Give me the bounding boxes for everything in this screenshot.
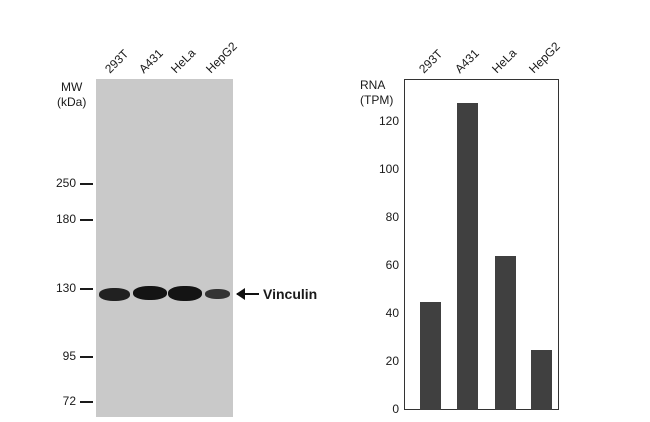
mw-marker-tick-250 [80,183,93,185]
lane-label-hela: HeLa [168,45,199,76]
mw-marker-label-72: 72 [62,394,76,408]
rna-category-label-a431: A431 [452,46,482,76]
mw-marker-label-95: 95 [62,349,76,363]
mw-marker-label-250: 250 [55,176,76,190]
mw-marker-tick-130 [80,288,93,290]
rna-y-tick-label: 60 [385,258,399,273]
rna-y-tick-label: 80 [385,210,399,225]
rna-axis-title: RNA (TPM) [360,78,393,108]
rna-y-tick-label: 0 [392,402,399,416]
target-protein-label: Vinculin [263,286,318,302]
rna-y-tick-label: 40 [385,306,399,321]
rna-bar-293t [419,302,441,410]
rna-y-tick-label: 120 [378,114,399,129]
lane-label-hepg2: HepG2 [203,39,240,76]
band-293t [99,288,130,301]
band-hepg2 [205,289,230,299]
rna-title-line-2: (TPM) [360,93,394,107]
rna-bar-hela [494,256,516,410]
lane-label-293t: 293T [102,46,132,76]
rna-bar-a431 [456,102,478,410]
rna-y-tick-label: 100 [378,162,399,177]
rna-bar-hepg2 [530,350,552,410]
lane-label-a431: A431 [136,46,166,76]
mw-title-line-1: MW [61,80,83,94]
rna-category-label-hela: HeLa [489,45,520,76]
rna-y-tick-label: 20 [385,354,399,369]
mw-marker-label-180: 180 [55,212,76,226]
mw-marker-tick-180 [80,219,93,221]
arrow-shaft [237,293,259,295]
band-hela [168,286,202,301]
rna-title-line-1: RNA [360,78,386,92]
rna-category-label-hepg2: HepG2 [526,39,563,76]
mw-title-line-2: (kDa) [57,95,87,109]
western-blot-membrane [96,79,233,417]
mw-marker-tick-95 [80,356,93,358]
mw-axis-title: MW (kDa) [57,80,86,110]
mw-marker-tick-72 [80,401,93,403]
rna-plot-frame [404,79,559,410]
rna-category-label-293t: 293T [416,46,446,76]
band-a431 [133,286,167,300]
mw-marker-label-130: 130 [55,281,76,295]
